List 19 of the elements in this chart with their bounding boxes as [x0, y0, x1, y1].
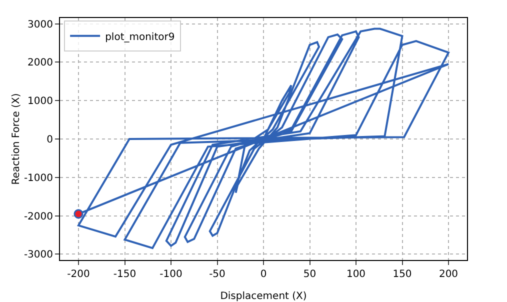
y-tick-label: -1000 — [24, 172, 53, 184]
x-tick-label: 200 — [438, 269, 458, 280]
y-tick-label: 2000 — [28, 58, 53, 69]
y-tick-label: -2000 — [24, 211, 53, 222]
x-tick-label: -50 — [209, 269, 226, 280]
x-tick-label: 150 — [392, 269, 412, 280]
x-tick-label: -100 — [160, 269, 182, 280]
x-tick-label: 50 — [303, 269, 316, 280]
x-tick-label: -150 — [113, 269, 136, 280]
y-tick-label: 1000 — [28, 96, 53, 108]
x-axis-title: Displacement (X) — [220, 291, 307, 302]
x-tick-label: -200 — [67, 269, 90, 280]
y-axis-title: Reaction Force (X) — [10, 93, 22, 185]
x-tick-label: 100 — [346, 269, 366, 280]
y-tick-label: -3000 — [24, 250, 53, 261]
y-tick-label: 3000 — [28, 19, 53, 30]
y-tick-label: 0 — [46, 134, 53, 146]
x-tick-label: 0 — [260, 269, 267, 280]
legend-label: plot_monitor9 — [105, 32, 175, 43]
